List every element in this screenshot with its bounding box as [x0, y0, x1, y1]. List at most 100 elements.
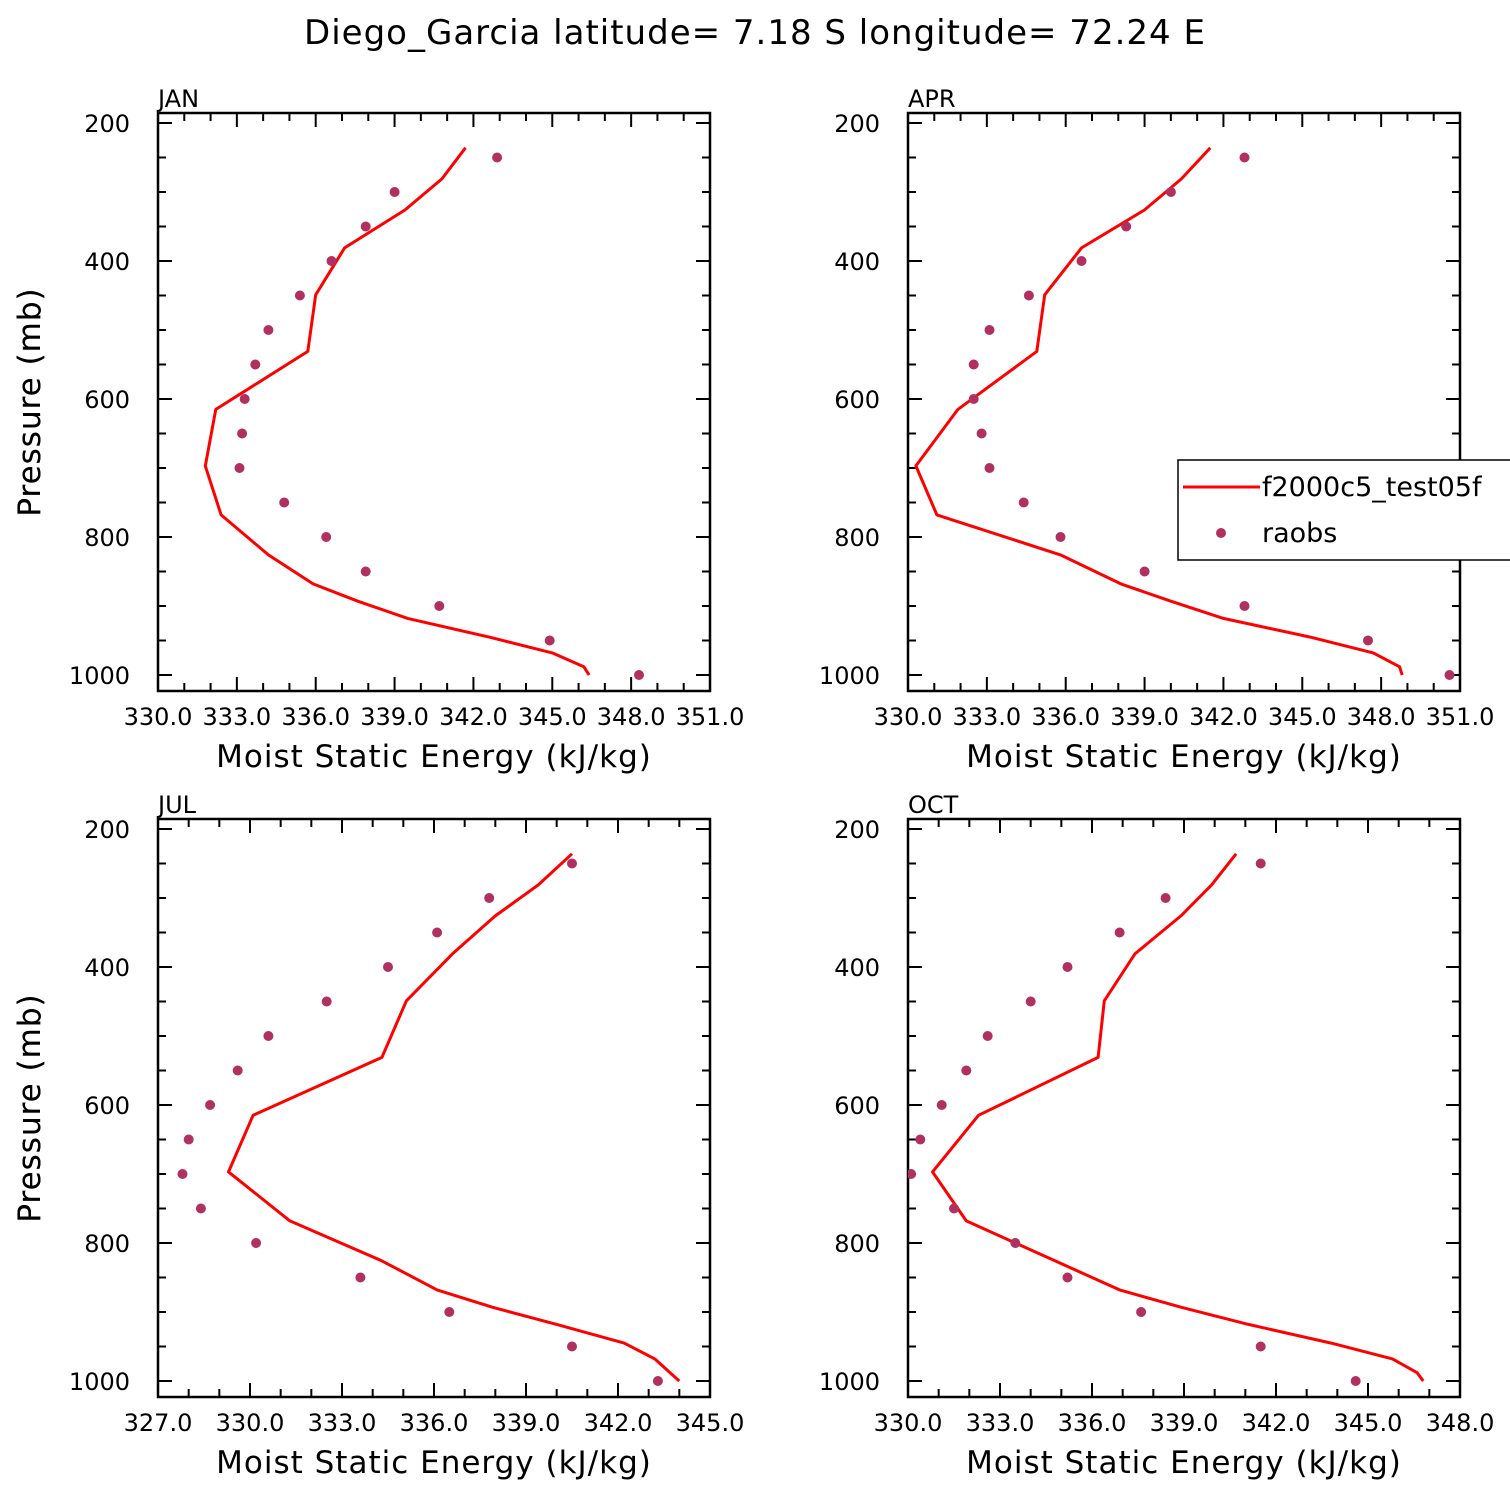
obs-point [908, 1169, 917, 1179]
y-tick-label: 400 [84, 954, 130, 982]
obs-point [234, 463, 245, 473]
obs-point [360, 221, 371, 232]
obs-point [1363, 635, 1373, 646]
obs-point [1025, 996, 1036, 1007]
obs-point [183, 1134, 194, 1145]
x-tick-label: 336.0 [400, 1409, 469, 1437]
obs-point [1136, 1307, 1147, 1317]
obs-point [949, 1203, 959, 1214]
y-tick-label: 1000 [69, 1368, 130, 1396]
plot-area [908, 852, 1425, 1386]
obs-point [321, 532, 332, 542]
y-tick-label: 200 [834, 110, 880, 138]
x-axis-title: Moist Static Energy (kJ/kg) [966, 739, 1402, 775]
obs-point [982, 1031, 993, 1041]
obs-point [961, 1065, 972, 1076]
obs-point [389, 187, 400, 197]
panel-month-label: JAN [156, 85, 199, 113]
obs-point [195, 1203, 206, 1214]
x-tick-label: 327.0 [124, 1409, 193, 1437]
x-axis-title: Moist Static Energy (kJ/kg) [216, 1445, 652, 1481]
x-axis-title: Moist Static Energy (kJ/kg) [216, 739, 652, 775]
obs-point [1255, 1341, 1266, 1352]
x-tick-label: 342.0 [1242, 1409, 1311, 1437]
obs-point [294, 290, 305, 301]
obs-point [1010, 1238, 1021, 1248]
x-tick-label: 333.0 [308, 1409, 377, 1437]
y-axis-title: Pressure (mb) [12, 993, 48, 1222]
x-tick-label: 336.0 [1058, 1409, 1127, 1437]
y-axis-title: Pressure (mb) [12, 287, 48, 516]
obs-point [492, 152, 503, 163]
obs-point [1255, 858, 1266, 869]
series-line-model [914, 146, 1404, 676]
x-tick-label: 330.0 [874, 1409, 943, 1437]
y-tick-label: 1000 [69, 662, 130, 690]
y-tick-label: 400 [84, 248, 130, 276]
obs-point [984, 325, 995, 335]
x-tick-label: 330.0 [216, 1409, 285, 1437]
series-line-model [227, 852, 681, 1383]
legend-box [1177, 459, 1510, 561]
obs-point [1062, 962, 1073, 972]
legend-obs-swatch [1216, 528, 1226, 538]
y-tick-label: 800 [834, 524, 880, 552]
x-tick-label: 348.0 [1347, 703, 1416, 731]
obs-point [250, 359, 261, 370]
y-tick-label: 800 [84, 524, 130, 552]
y-tick-label: 1000 [819, 1368, 880, 1396]
obs-point [1076, 256, 1087, 266]
obs-point [177, 1169, 188, 1179]
panel-month-label: JUL [156, 791, 197, 819]
y-tick-label: 200 [84, 816, 130, 844]
x-tick-label: 345.0 [676, 1409, 745, 1437]
x-tick-label: 348.0 [1426, 1409, 1495, 1437]
x-tick-label: 348.0 [597, 703, 666, 731]
obs-point [1121, 221, 1132, 232]
y-tick-label: 600 [84, 386, 130, 414]
obs-point [326, 256, 337, 266]
x-tick-label: 351.0 [1426, 703, 1495, 731]
obs-point [652, 1376, 663, 1386]
obs-point [237, 428, 248, 439]
obs-point [251, 1238, 262, 1248]
y-tick-label: 1000 [819, 662, 880, 690]
obs-point [567, 1341, 577, 1352]
obs-point [634, 670, 644, 680]
x-tick-label: 345.0 [1334, 1409, 1403, 1437]
x-tick-label: 336.0 [281, 703, 350, 731]
obs-point [484, 893, 495, 903]
obs-point [984, 463, 995, 473]
obs-point [1444, 670, 1455, 680]
obs-point [434, 601, 445, 611]
legend: f2000c5_test05f raobs [1177, 459, 1510, 561]
panel-apr: 330.0 333.0 336.0 339.0 342.0 345.0 348.0 351.0… [12, 85, 1494, 775]
obs-point [444, 1307, 455, 1317]
obs-point [232, 1065, 243, 1076]
x-tick-label: 342.0 [439, 703, 508, 731]
y-tick-label: 200 [834, 816, 880, 844]
y-tick-label: 600 [834, 1092, 880, 1120]
y-tick-label: 400 [834, 248, 880, 276]
obs-point [544, 635, 555, 646]
obs-point [432, 927, 443, 938]
page-title: Diego_Garcia latitude= 7.18 S longitude=… [304, 13, 1206, 53]
y-tick-label: 400 [834, 954, 880, 982]
y-tick-label: 600 [84, 1092, 130, 1120]
x-tick-label: 333.0 [966, 1409, 1035, 1437]
x-tick-label: 342.0 [1189, 703, 1258, 731]
plot-area [177, 852, 681, 1386]
obs-point [1062, 1272, 1073, 1283]
obs-point [1165, 187, 1176, 197]
y-axis-title: Pressure (mb) [12, 993, 48, 1222]
obs-point [976, 428, 987, 439]
y-tick-label: 600 [834, 386, 880, 414]
y-tick-label: 800 [84, 1230, 130, 1258]
obs-point [1055, 532, 1066, 542]
obs-point [263, 325, 274, 335]
x-axis-title: Moist Static Energy (kJ/kg) [966, 1445, 1402, 1481]
obs-point [1023, 290, 1034, 301]
series-line-model [931, 852, 1425, 1382]
